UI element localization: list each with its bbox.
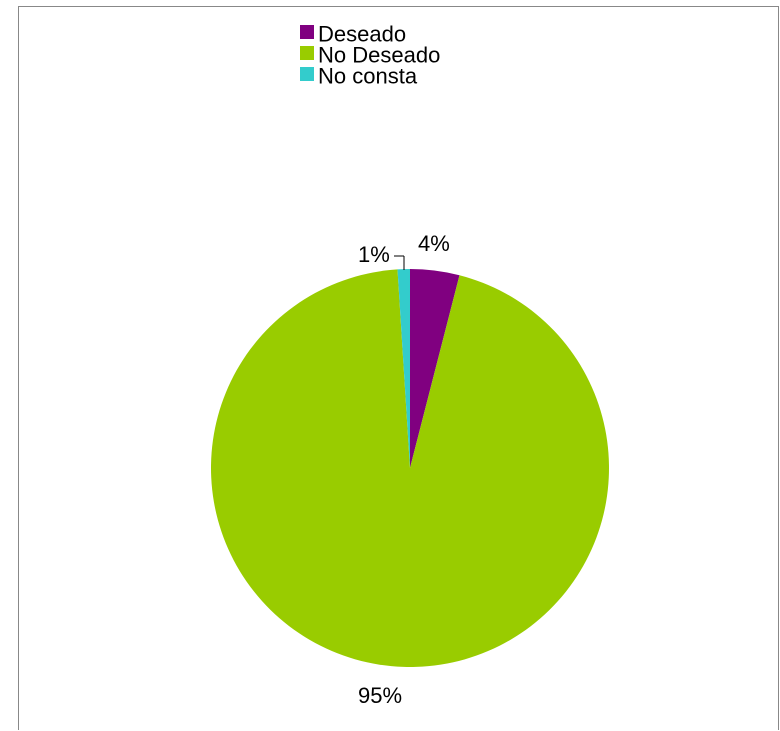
legend-swatch-no-deseado [300,46,314,61]
legend-item-no-consta: No consta [300,64,500,84]
data-label-no-deseado: 95% [358,683,402,708]
legend-swatch-no-consta [300,67,314,82]
legend-swatch-deseado [300,25,314,40]
pie-slice-deseado [410,269,460,468]
pie-slice-no-consta [397,269,410,468]
chart-legend: Deseado No Deseado No consta [300,22,500,84]
legend-label-no-consta: No consta [318,63,418,84]
data-label-deseado: 4% [418,231,450,256]
legend-label-no-deseado: No Deseado [318,42,441,68]
pie-slice-no-deseado [210,269,609,667]
legend-item-deseado: Deseado [300,22,500,45]
pie-slices [210,269,609,667]
legend-item-no-deseado: No Deseado [300,43,500,66]
data-label-no-consta: 1% [358,242,390,267]
legend-label-deseado: Deseado [318,22,407,47]
